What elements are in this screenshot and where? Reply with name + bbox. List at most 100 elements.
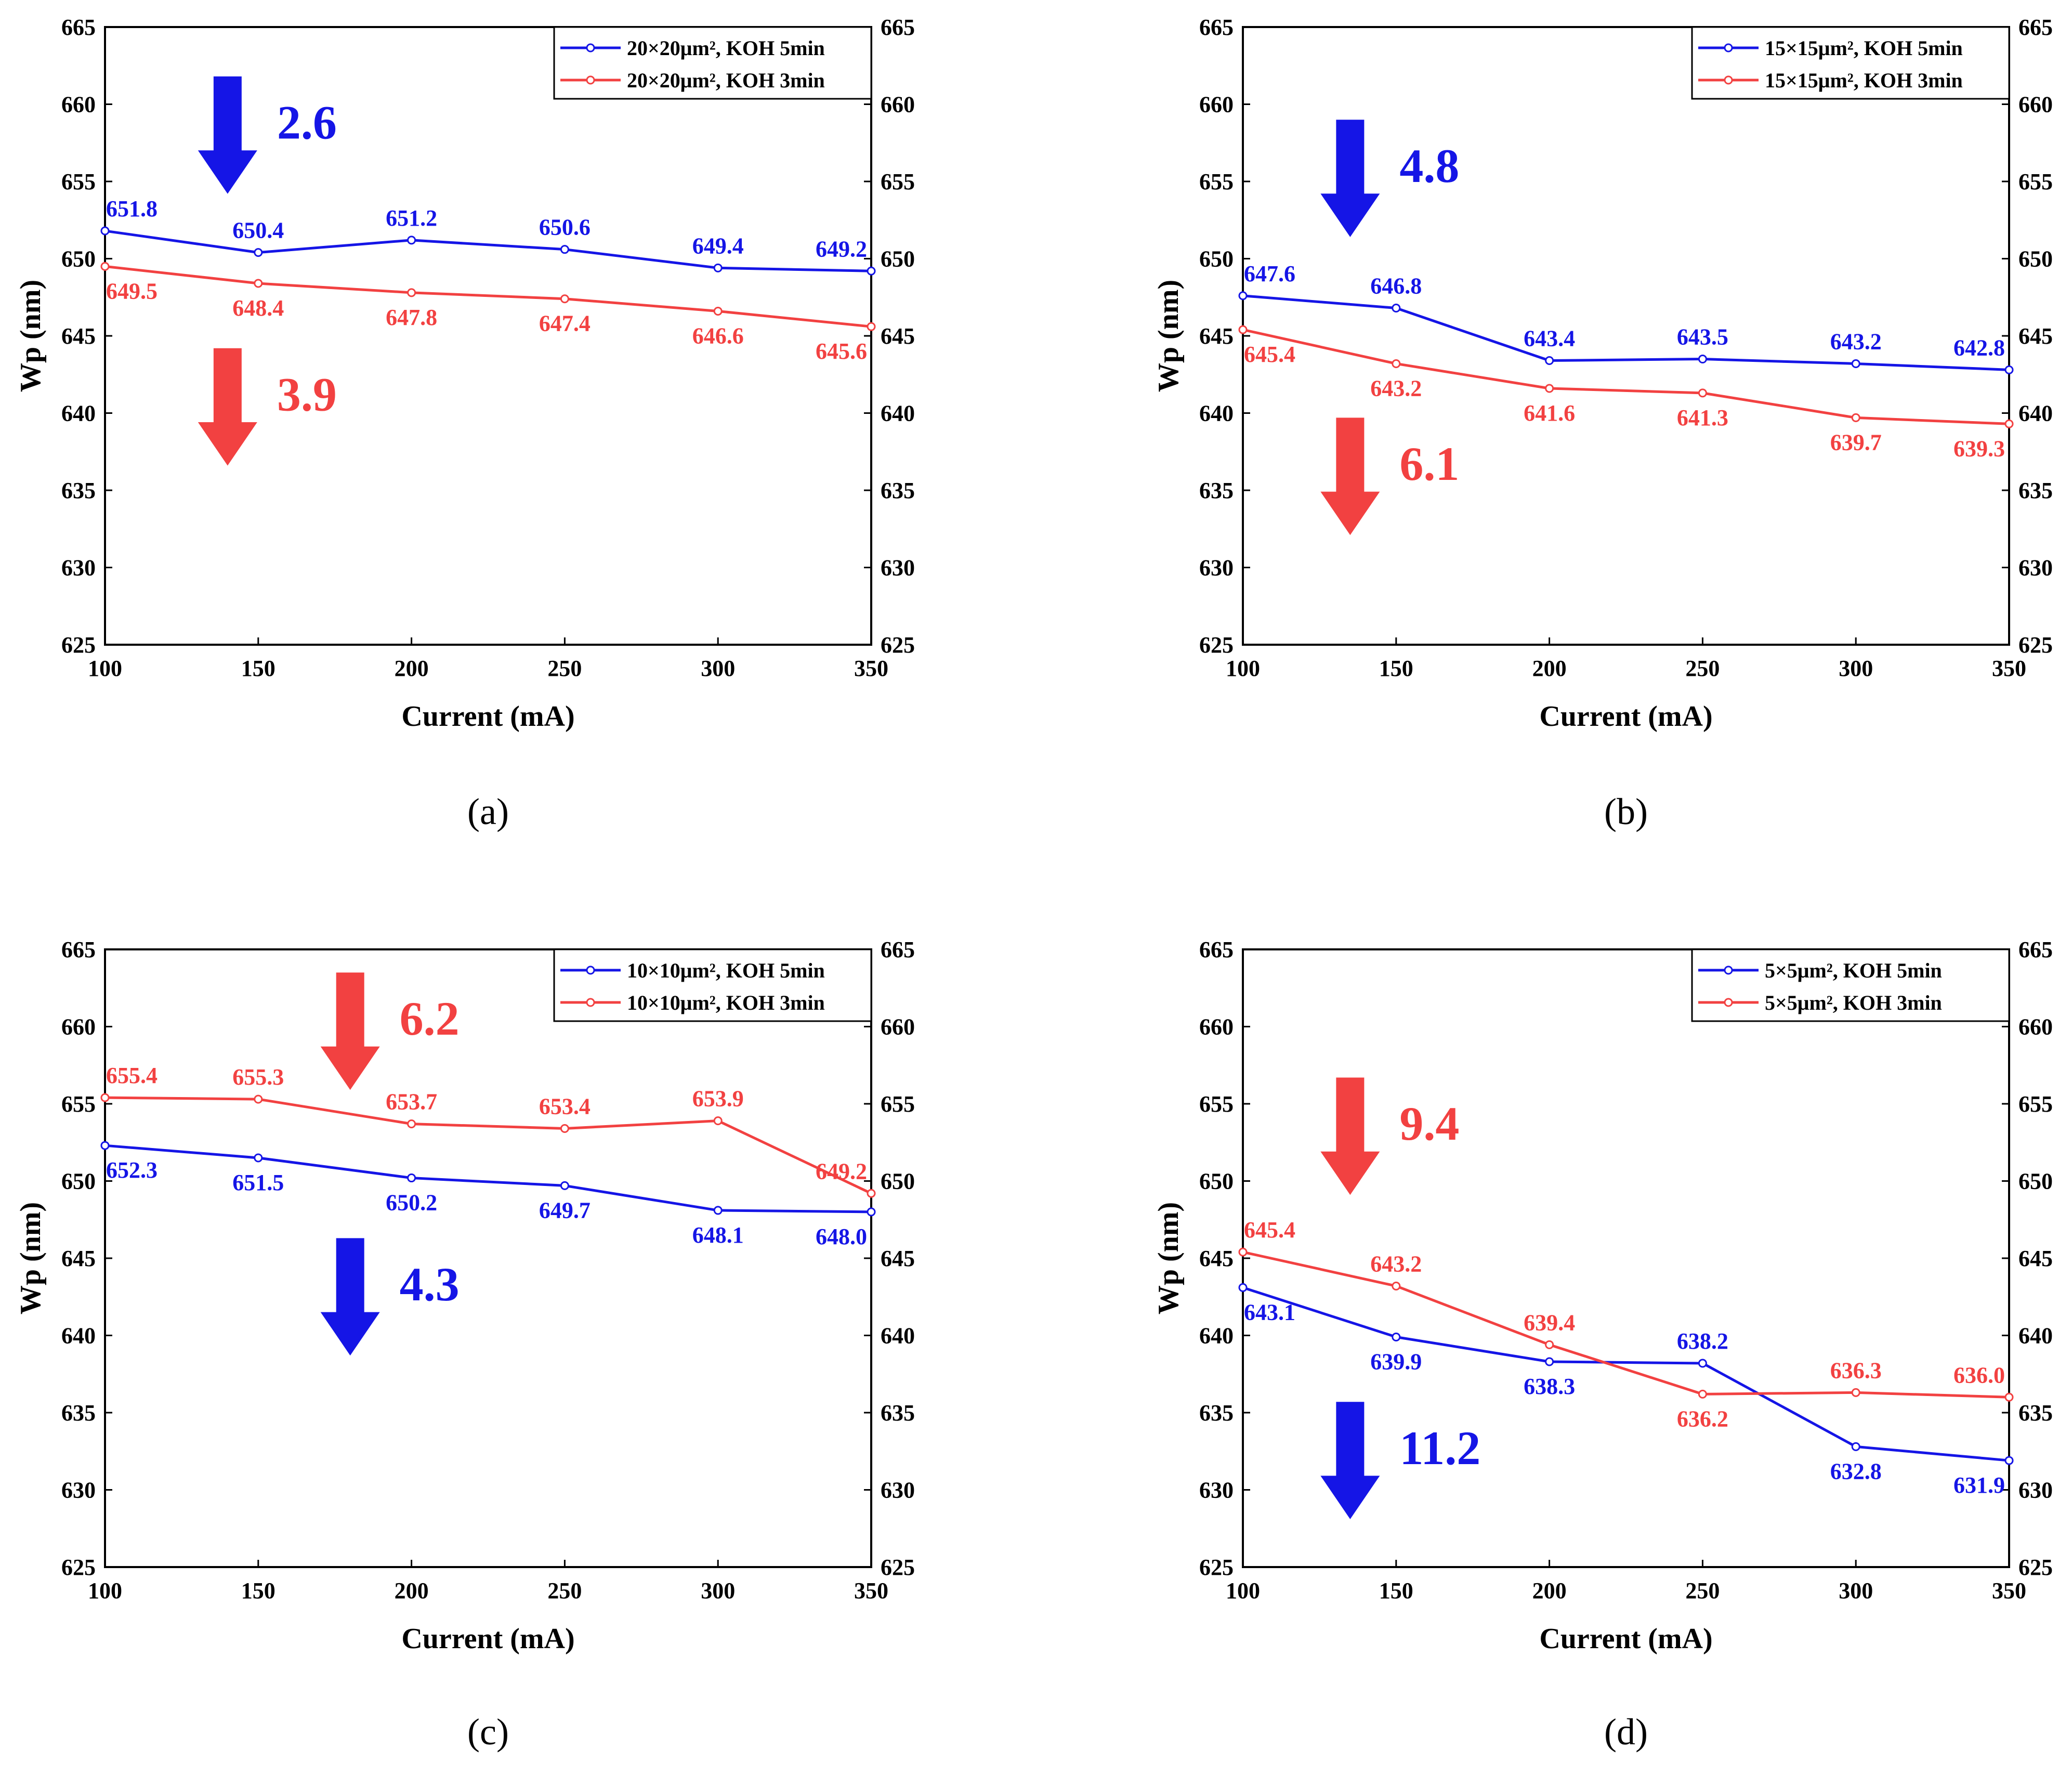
y-tick-label-left: 655 [1199,1091,1234,1117]
data-label: 645.4 [1244,1217,1295,1243]
x-tick-label: 300 [1839,1578,1873,1603]
data-point [1238,291,1248,301]
legend-box [553,26,872,100]
legend-entry: 10×10μm², KOH 3min [627,991,825,1014]
y-tick-label-left: 630 [61,555,96,581]
legend: 10×10μm², KOH 5min 10×10μm², KOH 3min [553,948,872,1022]
data-label: 636.2 [1677,1406,1728,1431]
x-tick-label: 100 [1226,1578,1260,1603]
legend-entry: 15×15μm², KOH 5min [1765,36,1963,60]
y-axis-label: Wp (nm) [15,1202,47,1314]
series-line-0 [104,229,872,272]
data-label: 653.4 [539,1094,591,1119]
panel-label: (d) [1604,1711,1648,1753]
y-tick-label-left: 650 [61,1169,96,1194]
y-tick-label-left: 630 [1199,555,1234,581]
legend-swatch-marker [1724,966,1733,975]
data-point [100,262,110,271]
y-tick-label-right: 660 [881,1014,915,1040]
data-label: 643.1 [1244,1299,1295,1325]
y-tick-label-right: 635 [881,478,915,503]
y-tick-label-right: 650 [2018,246,2053,272]
difference-annotation: 2.6 [277,96,337,149]
y-tick-label-right: 665 [2018,937,2053,962]
data-label: 646.8 [1370,273,1422,299]
data-point [1392,359,1401,368]
data-point [2004,365,2014,374]
data-label: 648.1 [692,1222,744,1248]
y-tick-label-left: 630 [61,1478,96,1503]
y-tick-label-left: 665 [1199,15,1234,40]
y-tick-label-right: 660 [2018,92,2053,118]
x-tick-label: 350 [854,656,888,681]
data-label: 653.7 [386,1089,437,1115]
data-point [867,1207,876,1217]
x-axis-label: Current (mA) [401,700,574,733]
down-arrow-icon [1320,418,1380,536]
data-label: 655.3 [232,1064,284,1090]
data-point [1238,325,1248,334]
x-tick-label: 150 [241,1578,276,1603]
data-label: 642.8 [1953,335,2005,360]
y-tick-label-left: 645 [1199,1246,1234,1271]
legend-swatch-marker [586,966,595,975]
y-tick-label-left: 660 [1199,1014,1234,1040]
y-tick-label-left: 655 [61,169,96,194]
plot-frame [104,948,872,1568]
x-tick-label: 350 [854,1578,888,1603]
x-tick-label: 250 [547,1578,582,1603]
y-tick-label-right: 650 [2018,1169,2053,1194]
y-tick-label-left: 625 [61,1555,96,1580]
data-label: 649.7 [539,1197,591,1223]
data-point [560,294,569,304]
y-tick-label-left: 655 [1199,169,1234,194]
x-tick-label: 200 [1532,656,1567,681]
data-label: 639.9 [1370,1349,1422,1374]
series-line-0 [1242,1286,2010,1462]
x-tick-label: 100 [88,1578,122,1603]
data-label: 651.8 [106,196,158,221]
series-line-1 [1242,328,2010,425]
y-tick-label-right: 625 [2018,1555,2053,1580]
series-line-1 [104,1096,872,1195]
data-point [407,1119,416,1129]
y-tick-label-right: 640 [2018,1323,2053,1349]
y-tick-label-right: 665 [881,15,915,40]
legend: 5×5μm², KOH 5min 5×5μm², KOH 3min [1691,948,2010,1022]
down-arrow-icon [1320,1077,1380,1195]
data-point [100,226,110,236]
y-tick-label-right: 645 [881,1246,915,1271]
data-point [100,1141,110,1150]
y-tick-label-right: 630 [2018,1478,2053,1503]
difference-annotation: 4.8 [1399,139,1459,192]
y-tick-label-left: 650 [1199,246,1234,272]
data-point [867,266,876,276]
down-arrow-icon [198,348,257,466]
data-point [254,279,263,288]
x-axis-label: Current (mA) [401,1623,574,1655]
panel-1: 625 625 630 630 635 635 640 640 645 645 650 650 655 6… [1152,15,2053,832]
data-label: 653.9 [692,1086,744,1112]
data-label: 643.4 [1524,326,1575,351]
y-tick-label-right: 665 [881,937,915,962]
legend-swatch-marker [1724,75,1733,85]
data-point [407,1173,416,1183]
data-point [1851,1388,1860,1397]
y-tick-label-left: 640 [1199,1323,1234,1349]
y-tick-label-right: 655 [2018,169,2053,194]
y-tick-label-left: 665 [61,15,96,40]
data-point [560,1124,569,1133]
y-tick-label-right: 655 [881,169,915,194]
panel-label: (a) [467,791,509,832]
legend-swatch-marker [586,43,595,53]
y-tick-label-left: 625 [1199,632,1234,658]
legend-box [553,948,872,1022]
data-point [1698,1359,1707,1368]
x-tick-label: 200 [395,1578,429,1603]
data-label: 639.4 [1524,1310,1575,1335]
data-point [100,1093,110,1102]
data-point [2004,1456,2014,1465]
y-tick-label-left: 630 [1199,1478,1234,1503]
data-label: 643.5 [1677,324,1728,350]
data-label: 643.2 [1370,1251,1422,1276]
